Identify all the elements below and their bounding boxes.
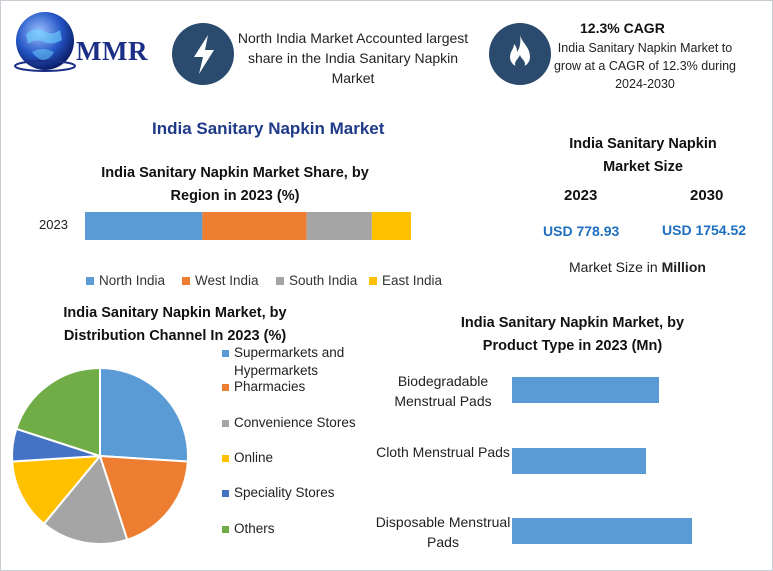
main-title: India Sanitary Napkin Market	[152, 119, 385, 138]
cagr-title: 12.3% CAGR	[580, 20, 665, 36]
legend-label: North India	[99, 273, 166, 288]
product-label-cloth-menstrual-pads: Cloth Menstrual Pads	[376, 444, 510, 460]
pie-legend-others: Others	[222, 520, 372, 538]
region-bar-segment-west-india	[202, 212, 307, 240]
pie-slice-pharmacies	[98, 454, 189, 541]
pie-legend-online: Online	[222, 449, 372, 467]
legend-label: South India	[289, 273, 358, 288]
legend-swatch	[222, 455, 229, 462]
region-bar-segment-south-india	[306, 212, 372, 240]
region-chart-category-label: 2023	[39, 217, 68, 232]
distribution-pie-chart	[11, 366, 189, 545]
product-bar-chart	[512, 377, 692, 544]
pie-legend-supermarkets-and-hypermarkets: Supermarkets and Hypermarkets	[222, 344, 372, 380]
legend-swatch	[86, 276, 94, 285]
globe-logo-icon	[14, 12, 76, 72]
product-label-biodegradable-menstrual-pads: Biodegradable Menstrual Pads	[394, 373, 492, 409]
market-size-unit: Market Size in Million	[569, 259, 706, 275]
legend-label: Speciality Stores	[234, 485, 335, 500]
legend-label: West India	[195, 273, 259, 288]
market-size-year-2030: 2030	[690, 187, 724, 204]
product-bar-biodegradable-menstrual-pads	[512, 377, 659, 403]
flame-icon	[510, 35, 530, 69]
product-label-disposable-menstrual-pads: Disposable Menstrual Pads	[375, 514, 511, 550]
product-bar-disposable-menstrual-pads	[512, 518, 692, 544]
logo-text: MMR	[76, 36, 148, 66]
region-legend-west-india: West India	[182, 273, 259, 288]
legend-swatch	[222, 490, 229, 497]
legend-swatch	[222, 526, 229, 533]
lightning-icon	[194, 35, 214, 74]
region-stacked-bar	[85, 212, 411, 240]
north-india-share-text: North India Market Accounted largest sha…	[237, 30, 469, 86]
region-legend-south-india: South India	[276, 273, 357, 288]
legend-label: Others	[234, 521, 275, 536]
region-legend: North India West India South India East Ind…	[86, 273, 486, 293]
legend-label: Supermarkets and Hypermarkets	[234, 345, 345, 378]
distribution-legend: Supermarkets and Hypermarkets Pharmacies C…	[222, 344, 372, 544]
region-bar-segment-north-india	[85, 212, 203, 240]
product-category-labels: Biodegradable Menstrual Pads Cloth Menstr…	[370, 360, 520, 560]
pie-slice-supermarkets-and-hypermarkets	[99, 366, 189, 463]
legend-label: Pharmacies	[234, 379, 306, 394]
pie-legend-pharmacies: Pharmacies	[222, 378, 372, 396]
market-size-title: India Sanitary Napkin Market Size	[569, 136, 717, 175]
region-chart-title: India Sanitary Napkin Market Share, by R…	[101, 165, 369, 204]
legend-label: Online	[234, 450, 274, 465]
product-chart-title: India Sanitary Napkin Market, by Product…	[460, 315, 685, 354]
pie-legend-speciality-stores: Speciality Stores	[222, 484, 372, 502]
pie-slice-convenience-stores	[42, 453, 129, 545]
unit-prefix: Market Size in	[569, 259, 662, 275]
region-bar-segment-east-india	[371, 212, 411, 240]
legend-swatch	[182, 276, 190, 285]
pie-legend-convenience-stores: Convenience Stores	[222, 414, 372, 432]
unit-bold: Million	[661, 259, 706, 275]
legend-swatch	[276, 276, 284, 285]
distribution-chart-title: India Sanitary Napkin Market, by Distrib…	[63, 305, 287, 344]
icon-circle-lightning	[172, 23, 234, 85]
market-size-year-2023: 2023	[564, 187, 598, 204]
cagr-text: India Sanitary Napkin Market to grow at …	[553, 41, 737, 91]
region-legend-east-india: East India	[369, 273, 442, 288]
market-size-value-2023: USD 778.93	[543, 223, 620, 239]
icon-circle-flame	[489, 23, 551, 85]
legend-swatch	[222, 350, 229, 357]
region-legend-north-india: North India	[86, 273, 165, 288]
legend-label: East India	[382, 273, 443, 288]
legend-swatch	[222, 384, 229, 391]
pie-slice-online	[11, 454, 103, 526]
legend-swatch	[369, 276, 377, 285]
pie-slice-others	[15, 366, 101, 458]
legend-label: Convenience Stores	[234, 415, 356, 430]
product-bar-cloth-menstrual-pads	[512, 448, 646, 474]
market-size-value-2030: USD 1754.52	[662, 222, 747, 238]
legend-swatch	[222, 420, 229, 427]
